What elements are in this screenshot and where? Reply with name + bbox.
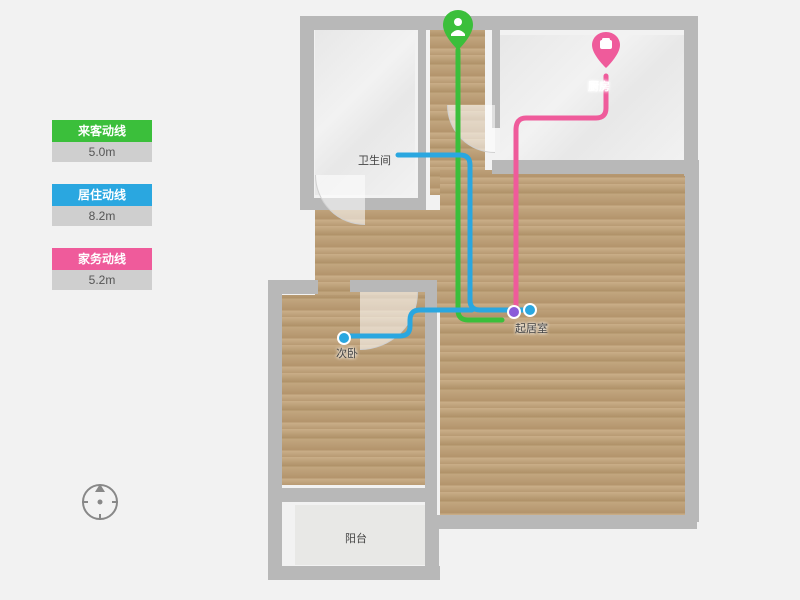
entry-marker-icon — [443, 10, 473, 50]
legend-value: 5.0m — [52, 142, 152, 162]
room-top-left — [315, 30, 415, 195]
label-balcony: 阳台 — [345, 530, 367, 546]
wall-segment — [268, 488, 428, 502]
wall-segment — [685, 160, 699, 522]
legend-value: 8.2m — [52, 206, 152, 226]
legend-label: 居住动线 — [52, 184, 152, 206]
route-endpoint — [337, 331, 351, 345]
label-bedroom2: 次卧 — [336, 345, 358, 361]
legend-item-guest: 来客动线 5.0m — [52, 120, 152, 162]
label-living: 起居室 — [515, 320, 548, 336]
wall-segment — [425, 280, 437, 530]
legend-value: 5.2m — [52, 270, 152, 290]
wall-segment — [350, 280, 435, 292]
label-bathroom: 卫生间 — [358, 152, 391, 168]
legend-item-housework: 家务动线 5.2m — [52, 248, 152, 290]
wall-segment — [280, 566, 440, 580]
wall-segment — [492, 160, 698, 174]
floor-plan: 卫生间 厨房 起居室 次卧 阳台 — [240, 10, 710, 580]
legend-item-resident: 居住动线 8.2m — [52, 184, 152, 226]
route-endpoint — [523, 303, 537, 317]
label-kitchen: 厨房 — [588, 78, 610, 94]
route-endpoint — [507, 305, 521, 319]
legend-label: 来客动线 — [52, 120, 152, 142]
wall-segment — [425, 515, 439, 580]
wall-segment — [418, 28, 426, 198]
wall-segment — [268, 280, 282, 580]
wall-segment — [300, 16, 314, 210]
wall-segment — [268, 280, 318, 294]
legend-label: 家务动线 — [52, 248, 152, 270]
wall-segment — [684, 16, 698, 176]
kitchen-marker-icon — [592, 32, 620, 68]
wall-segment — [437, 515, 697, 529]
compass-icon — [78, 480, 122, 524]
legend: 来客动线 5.0m 居住动线 8.2m 家务动线 5.2m — [52, 120, 152, 312]
